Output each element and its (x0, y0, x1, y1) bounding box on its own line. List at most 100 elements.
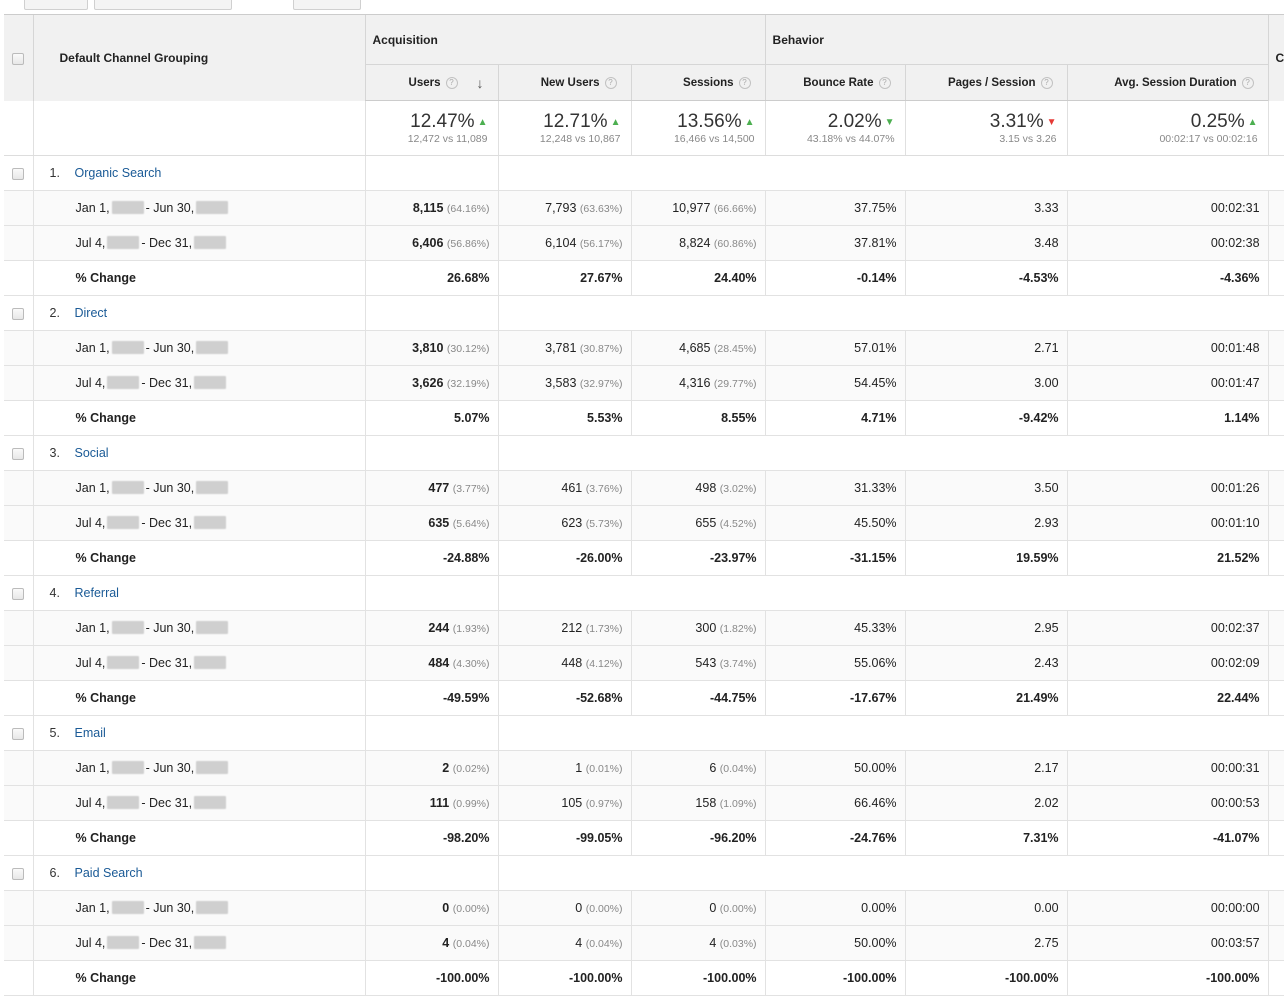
column-header-label[interactable]: Users (408, 76, 441, 89)
column-header-avg-session-duration[interactable]: Avg. Session Duration? (1066, 64, 1269, 101)
row-checkbox[interactable] (12, 167, 25, 180)
dimension-header[interactable]: Default Channel Grouping (32, 14, 365, 101)
summary-change: 0.25% ▲ (1068, 110, 1258, 133)
channel-link[interactable]: Referral (74, 586, 119, 600)
redacted-year (194, 516, 227, 529)
metric-new-users: 0 (0.00%) (497, 890, 631, 926)
metric-value: 461 (561, 481, 583, 495)
column-header-new-users[interactable]: New Users? (497, 64, 631, 101)
metric-users: 4 (0.04%) (364, 925, 498, 961)
metric-new-users: 212 (1.73%) (497, 610, 631, 646)
metric-percent: (0.04%) (585, 938, 623, 950)
metric-duration: 00:01:26 (1066, 470, 1269, 506)
date-range-label: Jul 4, - Dec 31, (32, 785, 365, 821)
change-sessions: -100.00% (630, 960, 766, 996)
metric-percent: (1.82%) (719, 623, 757, 635)
change-pages: 7.31% (904, 820, 1068, 856)
help-icon[interactable]: ? (604, 76, 617, 89)
metric-new-users: 6,104 (56.17%) (497, 225, 631, 261)
date-range-label: Jul 4, - Dec 31, (32, 365, 365, 401)
date-range-row: Jul 4, - Dec 31, 635 (5.64%) 623 (5.73%) 655… (4, 505, 1284, 541)
column-header-bounce-rate[interactable]: Bounce Rate? (764, 64, 906, 101)
date-range-row: Jul 4, - Dec 31, 4 (0.04%) 4 (0.04%) 4 (0.03… (4, 925, 1284, 961)
date-end: - Dec 31, (141, 236, 193, 250)
redacted-year (111, 481, 144, 494)
column-header-users[interactable]: Users? ↓ (364, 64, 498, 101)
metric-pages: 3.33 (904, 190, 1068, 226)
metric-percent: (3.74%) (719, 658, 757, 670)
spacer-cell (4, 225, 33, 261)
date-start: Jan 1, (75, 901, 110, 915)
metric-percent: (3.77%) (452, 483, 490, 495)
channel-link[interactable]: Direct (74, 306, 108, 320)
metric-percent: (4.30%) (452, 658, 490, 670)
date-end: - Dec 31, (141, 516, 193, 530)
metric-percent: (30.12%) (446, 343, 490, 355)
channel-link[interactable]: Paid Search (74, 866, 143, 880)
channel-name-cell: 1. Organic Search (32, 155, 365, 191)
sort-descending-icon[interactable]: ↓ (476, 74, 484, 91)
channel-link[interactable]: Email (74, 726, 106, 740)
help-icon[interactable]: ? (878, 76, 891, 89)
percent-change-label: % Change (32, 820, 365, 856)
help-icon[interactable]: ? (445, 76, 458, 89)
row-checkbox[interactable] (12, 447, 25, 460)
percent-change-row: % Change -24.88% -26.00% -23.97% -31.15% 19.5… (4, 540, 1284, 576)
metric-percent: (0.04%) (719, 763, 757, 775)
metric-duration: 00:00:31 (1066, 750, 1269, 786)
summary-change: 13.56% ▲ (632, 111, 754, 133)
date-range-row: Jul 4, - Dec 31, 484 (4.30%) 448 (4.12%) 543… (4, 645, 1284, 681)
summary-comparison: 43.18% vs 44.07% (806, 132, 895, 145)
metric-value: 0 (709, 901, 717, 915)
overflow-cell (1267, 925, 1284, 961)
toolbar-dropdown[interactable] (94, 0, 232, 10)
row-checkbox[interactable] (12, 587, 25, 600)
row-checkbox[interactable] (12, 727, 25, 740)
column-header-label[interactable]: Bounce Rate (803, 76, 874, 89)
metric-percent: (60.86%) (713, 238, 757, 250)
metric-duration: 00:00:53 (1066, 785, 1269, 821)
select-all-checkbox[interactable] (12, 52, 25, 65)
column-header-label[interactable]: Pages / Session (947, 76, 1036, 89)
help-icon[interactable]: ? (738, 76, 751, 89)
column-header-label[interactable]: New Users (540, 76, 600, 89)
help-icon[interactable]: ? (1040, 76, 1053, 89)
metric-percent: (32.19%) (446, 378, 490, 390)
summary-change: 3.31% ▼ (906, 110, 1057, 133)
summary-cell: 13.56% ▲ 16,466 vs 14,500 (630, 100, 766, 156)
column-header-label[interactable]: Sessions (683, 76, 734, 89)
change-bounce: -100.00% (764, 960, 906, 996)
summary-change-value: 3.31% (989, 110, 1044, 132)
metric-sessions: 655 (4.52%) (630, 505, 766, 541)
toolbar-button[interactable] (293, 0, 361, 10)
row-checkbox[interactable] (12, 307, 25, 320)
channel-link[interactable]: Social (74, 446, 109, 460)
row-index: 6. (49, 866, 60, 880)
channel-row: 2. Direct (4, 295, 1284, 331)
metric-percent: (3.02%) (719, 483, 757, 495)
row-checkbox-cell (4, 715, 33, 751)
row-checkbox[interactable] (12, 867, 25, 880)
change-pages: -9.42% (904, 400, 1068, 436)
metric-percent: (0.00%) (719, 903, 757, 915)
metric-value: 623 (561, 516, 583, 530)
metric-pages: 0.00 (904, 890, 1068, 926)
column-header-label[interactable]: Avg. Session Duration (1114, 76, 1237, 89)
redacted-year (107, 236, 140, 249)
metric-duration: 00:02:38 (1066, 225, 1269, 261)
summary-comparison: 12,472 vs 11,089 (407, 132, 488, 145)
change-users: 26.68% (364, 260, 498, 296)
metric-pages: 2.71 (904, 330, 1068, 366)
date-start: Jan 1, (75, 201, 110, 215)
date-start: Jan 1, (75, 761, 110, 775)
channel-link[interactable]: Organic Search (74, 166, 162, 180)
top-toolbar (0, 0, 1284, 14)
toolbar-button[interactable] (24, 0, 88, 10)
column-header-sessions[interactable]: Sessions? (630, 64, 766, 101)
column-header-pages-session[interactable]: Pages / Session? (904, 64, 1068, 101)
metric-users: 484 (4.30%) (364, 645, 498, 681)
help-icon[interactable]: ? (1241, 76, 1254, 89)
empty-cell (497, 855, 1284, 891)
spacer-cell (4, 925, 33, 961)
summary-change-value: 0.25% (1190, 110, 1245, 132)
